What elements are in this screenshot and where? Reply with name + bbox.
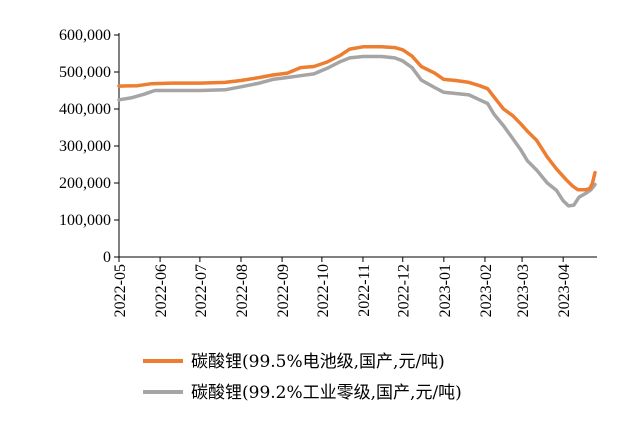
series-lines (117, 45, 597, 208)
legend-label-series-1: 碳酸锂(99.5%电池级,国产,元/吨) (191, 352, 445, 372)
x-tick-label: 2022-10 (315, 264, 332, 317)
x-tick-label: 2023-02 (478, 264, 495, 317)
y-tick-label: 600,000 (59, 27, 111, 44)
series-line-2 (117, 54, 597, 208)
x-tick-label: 2022-12 (396, 264, 413, 317)
legend-item-1: 碳酸锂(99.5%电池级,国产,元/吨) (143, 352, 445, 372)
x-tick-label: 2023-01 (437, 264, 454, 317)
axes (118, 33, 597, 258)
x-axis-ticks: 2022-05 2022-06 2022-07 2022-08 2022-09 2022-… (112, 257, 573, 317)
x-tick-label: 2022-07 (193, 264, 210, 317)
x-tick-label: 2022-06 (153, 264, 170, 317)
y-tick-label: 400,000 (59, 101, 111, 118)
x-tick-label: 2022-08 (234, 264, 251, 317)
y-tick-label: 300,000 (59, 138, 111, 155)
x-tick-label: 2022-09 (275, 264, 292, 317)
y-tick-label: 100,000 (59, 212, 111, 229)
y-tick-label: 0 (103, 249, 111, 266)
x-tick-label: 2022-05 (112, 264, 129, 317)
x-tick-label: 2023-03 (515, 264, 532, 317)
y-axis-ticks: 0 100,000 200,000 300,000 400,000 500,000 600,… (59, 27, 119, 266)
y-tick-label: 500,000 (59, 64, 111, 81)
x-tick-label: 2022-11 (356, 264, 373, 317)
legend-item-2: 碳酸锂(99.2%工业零级,国产,元/吨) (143, 383, 462, 403)
legend: 碳酸锂(99.5%电池级,国产,元/吨) 碳酸锂(99.2%工业零级,国产,元/… (143, 352, 462, 403)
y-tick-label: 200,000 (59, 175, 111, 192)
x-tick-label: 2023-04 (556, 264, 573, 317)
legend-label-series-2: 碳酸锂(99.2%工业零级,国产,元/吨) (191, 383, 462, 403)
series-line-1 (117, 45, 597, 192)
